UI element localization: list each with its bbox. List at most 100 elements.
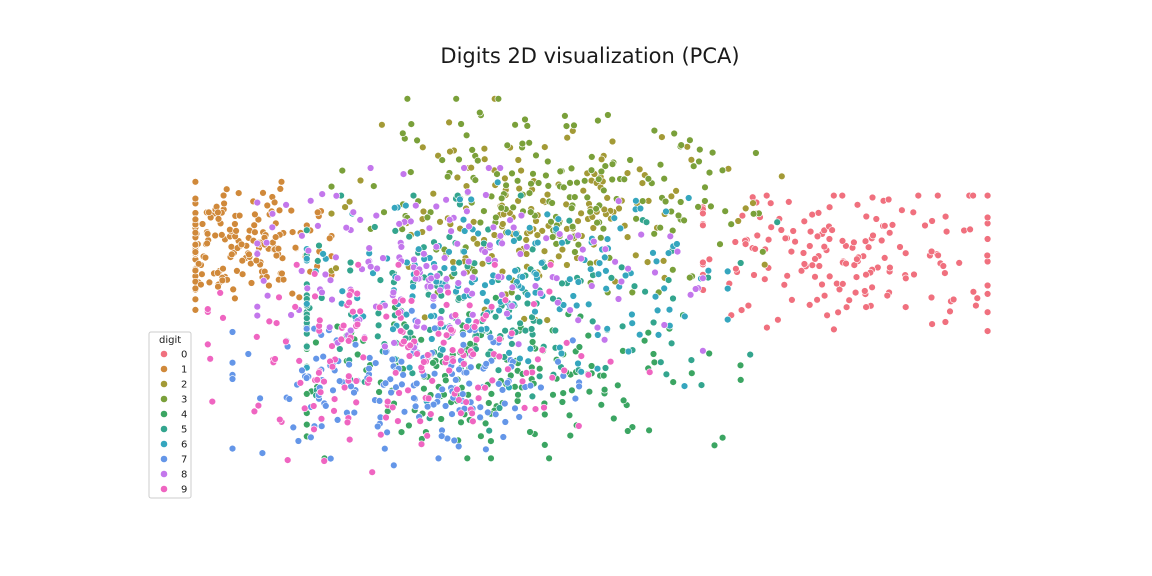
point-digit-1	[191, 248, 200, 256]
point-digit-9	[469, 350, 477, 358]
point-digit-1	[235, 189, 243, 197]
point-digit-9	[382, 312, 390, 321]
point-digit-6	[624, 347, 633, 356]
point-digit-1	[278, 269, 286, 278]
point-digit-2	[635, 165, 644, 174]
point-digit-6	[504, 228, 512, 237]
point-digit-3	[749, 210, 758, 218]
point-digit-0	[820, 243, 828, 251]
point-digit-2	[327, 209, 336, 218]
point-digit-8	[379, 254, 387, 262]
point-digit-3	[474, 156, 482, 165]
point-digit-4	[487, 390, 496, 398]
point-digit-8	[503, 309, 511, 318]
point-digit-1	[205, 208, 213, 217]
point-digit-9	[340, 383, 349, 392]
point-digit-8	[390, 339, 398, 347]
point-digit-6	[474, 229, 482, 238]
point-digit-4	[528, 338, 537, 346]
point-digit-5	[517, 191, 525, 200]
point-digit-9	[337, 335, 345, 344]
point-digit-3	[413, 136, 421, 145]
point-digit-7	[408, 307, 416, 315]
point-digit-6	[723, 315, 732, 324]
legend-marker-8	[160, 470, 168, 478]
point-digit-0	[902, 274, 910, 282]
point-digit-1	[205, 278, 214, 287]
point-digit-6	[481, 281, 489, 289]
point-digit-0	[815, 262, 823, 270]
point-digit-1	[251, 228, 259, 236]
point-digit-9	[356, 307, 364, 315]
point-digit-8	[624, 265, 632, 273]
point-digit-9	[406, 341, 414, 350]
point-digit-8	[366, 164, 375, 172]
point-digit-5	[588, 317, 597, 326]
point-digit-6	[526, 345, 535, 353]
point-digit-4	[718, 434, 727, 442]
point-digit-4	[457, 418, 465, 426]
point-digit-5	[641, 288, 649, 296]
point-digit-0	[783, 272, 791, 280]
point-digit-6	[610, 214, 618, 222]
point-digit-3	[660, 175, 668, 183]
point-digit-8	[464, 188, 472, 196]
point-digit-3	[567, 204, 576, 212]
point-digit-0	[983, 290, 992, 298]
point-digit-3	[694, 203, 702, 211]
point-digit-6	[660, 284, 668, 293]
point-digit-9	[423, 432, 431, 440]
point-digit-3	[600, 186, 608, 195]
point-digit-8	[332, 253, 340, 261]
point-digit-4	[312, 338, 320, 347]
point-digit-0	[861, 287, 869, 295]
point-digit-3	[669, 266, 677, 274]
point-digit-8	[510, 223, 518, 232]
point-digit-8	[395, 220, 403, 228]
point-digit-5	[508, 340, 516, 348]
legend-label-8: 8	[181, 470, 187, 481]
point-digit-6	[427, 312, 435, 320]
point-digit-9	[310, 425, 318, 433]
point-digit-6	[524, 357, 532, 365]
point-digit-9	[391, 297, 399, 306]
point-digit-3	[650, 126, 659, 135]
point-digit-2	[749, 199, 757, 207]
point-digit-3	[407, 168, 415, 176]
point-digit-9	[427, 410, 435, 418]
point-digit-7	[501, 399, 509, 408]
point-digit-8	[574, 316, 582, 324]
point-digit-9	[295, 357, 303, 365]
point-digit-1	[314, 208, 322, 217]
point-digit-3	[701, 183, 709, 192]
point-digit-2	[623, 233, 632, 241]
point-digit-9	[442, 301, 451, 309]
point-digit-7	[322, 402, 330, 410]
point-digit-1	[219, 191, 228, 200]
point-digit-6	[464, 316, 473, 325]
point-digit-8	[614, 295, 623, 303]
point-digit-2	[672, 187, 680, 195]
point-digit-6	[574, 278, 583, 286]
point-digit-1	[203, 230, 212, 238]
point-digit-3	[493, 170, 501, 178]
point-digit-9	[384, 397, 392, 406]
point-digit-1	[211, 231, 219, 240]
point-digit-9	[404, 386, 412, 394]
point-digit-3	[656, 161, 665, 169]
point-digit-2	[543, 190, 552, 199]
point-digit-0	[941, 212, 950, 221]
point-digit-5	[455, 258, 463, 267]
point-digit-7	[515, 413, 523, 421]
point-digit-1	[198, 220, 207, 228]
point-digit-8	[463, 207, 471, 216]
point-digit-5	[437, 307, 446, 315]
point-digit-8	[287, 311, 295, 319]
point-digit-5	[405, 233, 413, 241]
point-digit-0	[820, 226, 828, 235]
point-digit-2	[540, 247, 549, 255]
point-digit-0	[787, 247, 796, 256]
point-digit-5	[667, 339, 676, 347]
point-digit-0	[744, 301, 753, 310]
point-digit-5	[528, 392, 537, 401]
